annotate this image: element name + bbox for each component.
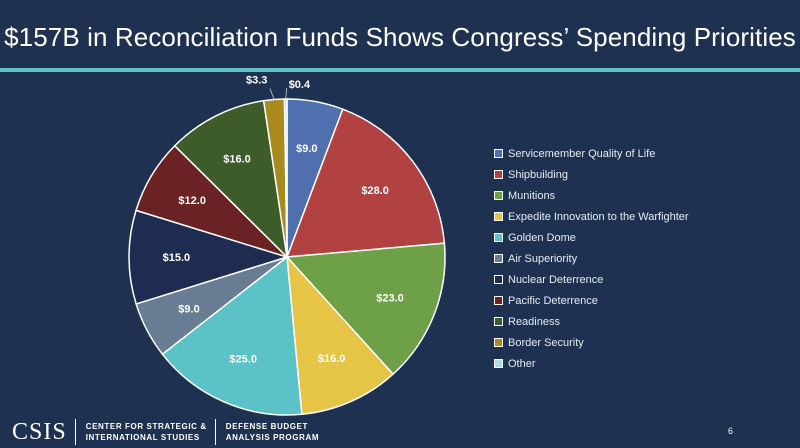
legend-item: Other: [494, 353, 689, 374]
pie-slice-expedite-innovation-to-the-warfighter: [286, 254, 395, 416]
legend-label: Readiness: [508, 315, 560, 328]
legend-label: Nuclear Deterrence: [508, 273, 604, 286]
legend-label: Munitions: [508, 189, 556, 202]
pie-slice-nuclear-deterrence: [128, 209, 290, 305]
legend-swatch: [494, 170, 503, 179]
pie-slice-golden-dome: [161, 255, 303, 416]
csis-logo: CSIS: [12, 418, 67, 445]
legend-label: Border Security: [508, 336, 584, 349]
page-number: 6: [728, 426, 734, 436]
pie-data-label: $23.0: [376, 292, 404, 304]
legend-swatch: [494, 338, 503, 347]
pie-data-label: $16.0: [223, 153, 251, 165]
pie-data-label: $0.4: [289, 79, 311, 91]
leader-line: [285, 87, 288, 100]
legend-swatch: [494, 296, 503, 305]
pie-data-label: $9.0: [296, 143, 317, 155]
legend-label: Air Superiority: [508, 252, 578, 265]
legend-item: Air Superiority: [494, 248, 689, 269]
org-name-line2: INTERNATIONAL STUDIES: [85, 433, 200, 442]
pie-slice-munitions: [285, 242, 446, 376]
legend-item: Border Security: [494, 332, 689, 353]
org-name-line1: CENTER FOR STRATEGIC &: [85, 422, 207, 431]
pie-data-label: $15.0: [163, 252, 191, 264]
legend-label: Other: [508, 357, 536, 370]
legend-label: Golden Dome: [508, 231, 576, 244]
legend-item: Golden Dome: [494, 227, 689, 248]
legend-item: Readiness: [494, 311, 689, 332]
legend-swatch: [494, 275, 503, 284]
legend-swatch: [494, 359, 503, 368]
pie-data-label: $9.0: [178, 303, 199, 315]
program-name: DEFENSE BUDGET ANALYSIS PROGRAM: [226, 421, 319, 443]
footer-divider: [74, 419, 76, 445]
legend-item: Servicemember Quality of Life: [494, 143, 689, 164]
legend-label: Expedite Innovation to the Warfighter: [508, 210, 689, 223]
legend-item: Pacific Deterrence: [494, 290, 689, 311]
legend-swatch: [494, 254, 503, 263]
org-name: CENTER FOR STRATEGIC & INTERNATIONAL STU…: [86, 421, 207, 443]
footer-divider: [214, 419, 216, 445]
title-divider: [0, 68, 800, 72]
legend-swatch: [494, 212, 503, 221]
legend-swatch: [494, 317, 503, 326]
legend-swatch: [494, 191, 503, 200]
footer: CSIS CENTER FOR STRATEGIC & INTERNATIONA…: [12, 418, 319, 446]
pie-slice-other: [283, 98, 288, 258]
legend-swatch: [494, 233, 503, 242]
chart-title: $157B in Reconciliation Funds Shows Cong…: [4, 22, 796, 52]
pie-data-label: $3.3: [246, 75, 267, 87]
pie-data-label: $28.0: [361, 185, 389, 197]
legend-swatch: [494, 149, 503, 158]
pie-slice-shipbuilding: [285, 108, 446, 258]
pie-data-label: $16.0: [318, 353, 346, 365]
legend-item: Munitions: [494, 185, 689, 206]
program-name-line1: DEFENSE BUDGET: [225, 422, 308, 431]
pie-data-label: $25.0: [229, 354, 257, 366]
legend-item: Expedite Innovation to the Warfighter: [494, 206, 689, 227]
pie-data-label: $12.0: [178, 195, 206, 207]
legend-item: Nuclear Deterrence: [494, 269, 689, 290]
legend-label: Pacific Deterrence: [508, 294, 598, 307]
chart-legend: Servicemember Quality of Life Shipbuildin…: [494, 143, 689, 374]
leader-line: [269, 88, 275, 100]
legend-label: Servicemember Quality of Life: [508, 147, 656, 160]
legend-label: Shipbuilding: [508, 168, 568, 181]
legend-item: Shipbuilding: [494, 164, 689, 185]
pie-slice-readiness: [173, 99, 289, 260]
program-name-line2: ANALYSIS PROGRAM: [225, 433, 320, 442]
